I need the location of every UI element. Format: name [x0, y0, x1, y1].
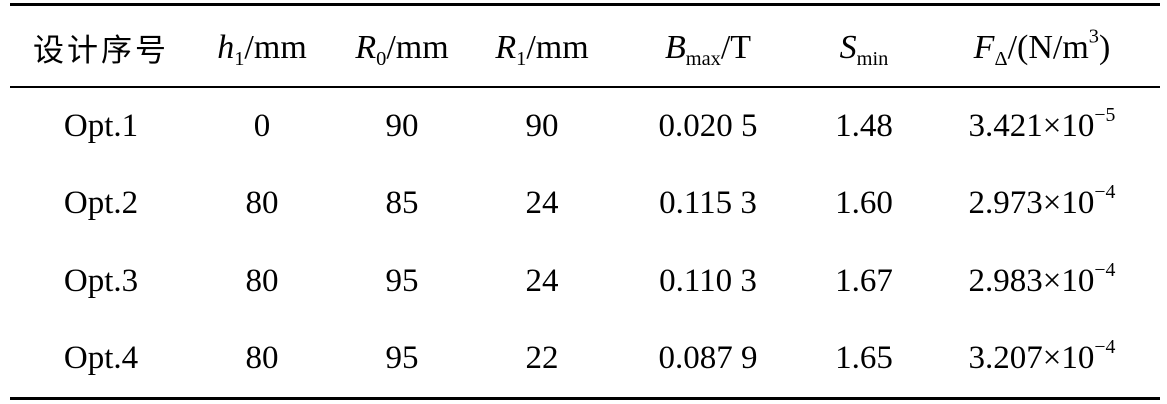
cell-fdelta-mantissa: 2.973	[968, 185, 1043, 221]
cell-bmax: 0.115 3	[659, 185, 757, 221]
header-fdelta-sub: Δ	[994, 47, 1008, 70]
cell-fdelta-exponent: −4	[1094, 259, 1116, 282]
cell-bmax: 0.020 5	[658, 107, 758, 144]
cell-fdelta-times: ×	[1042, 185, 1062, 221]
cell-fdelta-base: 10	[1061, 107, 1095, 144]
header-h1-var: h	[217, 28, 235, 66]
cell-r0: 95	[332, 320, 472, 400]
cell-r0: 85	[385, 185, 419, 221]
cell-r0: 95	[385, 263, 419, 299]
header-r0-var: R	[355, 28, 377, 66]
table-header: 设计序号 h1/mm R0/mm R1/mm Bmax/T Smin	[10, 3, 1160, 88]
cell-fdelta-times: ×	[1042, 107, 1062, 144]
cell-fdelta-base: 10	[1061, 340, 1095, 377]
header-r1-var: R	[495, 28, 517, 66]
header-design-no-label: 设计序号	[33, 33, 169, 70]
cell-fdelta-exponent: −4	[1094, 181, 1116, 204]
cell-smin: 1.65	[804, 320, 924, 400]
header-r0-sub: 0	[376, 47, 387, 70]
cell-design-no: Opt.3	[63, 263, 139, 299]
cell-fdelta-exponent: −5	[1094, 103, 1116, 126]
cell-fdelta-mantissa: 3.207	[968, 340, 1043, 377]
cell-fdelta-times: ×	[1042, 263, 1062, 299]
header-h1: h1/mm	[192, 3, 332, 88]
cell-fdelta-mantissa: 2.983	[968, 263, 1043, 299]
cell-bmax: 0.087 9	[612, 320, 804, 400]
cell-r1: 24	[525, 185, 559, 221]
header-fdelta-unit-pre: /(N/m	[1007, 28, 1089, 66]
table-row: Opt.2 80 85 24 0.115 3 1.60 2.973×10−4	[10, 165, 1160, 243]
header-r1-unit: /mm	[526, 28, 589, 66]
header-row: 设计序号 h1/mm R0/mm R1/mm Bmax/T Smin	[10, 3, 1160, 88]
header-r1-sub: 1	[516, 47, 527, 70]
header-r1: R1/mm	[472, 3, 612, 88]
cell-fdelta-mantissa: 3.421	[968, 107, 1043, 144]
header-design-no: 设计序号	[10, 3, 192, 88]
cell-r1: 22	[472, 320, 612, 400]
cell-bmax: 0.110 3	[659, 263, 757, 299]
header-bmax: Bmax/T	[612, 3, 804, 88]
header-h1-sub: 1	[234, 47, 245, 70]
cell-h1: 80	[245, 263, 279, 299]
table-row: Opt.1 0 90 90 0.020 5 1.48 3.421×10−5	[10, 87, 1160, 165]
header-smin-var: S	[839, 28, 857, 66]
cell-fdelta: 3.421×10−5	[924, 87, 1160, 165]
header-bmax-sub: max	[685, 47, 721, 70]
cell-r0: 90	[385, 107, 419, 144]
cell-smin: 1.60	[835, 185, 893, 221]
table-row: Opt.4 80 95 22 0.087 9 1.65 3.207×10−4	[10, 320, 1160, 400]
cell-fdelta: 2.983×10−4	[924, 243, 1160, 321]
cell-r1: 90	[525, 107, 559, 144]
table-body: Opt.1 0 90 90 0.020 5 1.48 3.421×10−5 Op…	[10, 87, 1160, 400]
cell-fdelta: 3.207×10−4	[924, 320, 1160, 400]
cell-fdelta-times: ×	[1042, 340, 1062, 377]
header-bmax-unit: /T	[720, 28, 752, 66]
cell-fdelta-base: 10	[1061, 185, 1095, 221]
header-r0-unit: /mm	[386, 28, 449, 66]
cell-fdelta-exponent: −4	[1094, 336, 1116, 359]
optimization-results-table: 设计序号 h1/mm R0/mm R1/mm Bmax/T Smin	[10, 3, 1160, 400]
cell-smin: 1.48	[835, 107, 893, 144]
cell-h1: 0	[253, 107, 271, 144]
header-fdelta: FΔ/(N/m3)	[924, 3, 1160, 88]
header-fdelta-unit-post: )	[1099, 28, 1111, 66]
cell-design-no: Opt.2	[63, 185, 139, 221]
header-bmax-var: B	[664, 28, 686, 66]
header-smin-sub: min	[856, 47, 889, 70]
header-fdelta-var: F	[973, 28, 995, 66]
header-fdelta-unit-sup: 3	[1088, 25, 1099, 48]
header-smin: Smin	[804, 3, 924, 88]
cell-h1: 80	[192, 320, 332, 400]
cell-r1: 24	[525, 263, 559, 299]
cell-fdelta-base: 10	[1061, 263, 1095, 299]
cell-h1: 80	[245, 185, 279, 221]
cell-design-no: Opt.1	[63, 107, 139, 144]
table-row: Opt.3 80 95 24 0.110 3 1.67 2.983×10−4	[10, 243, 1160, 321]
cell-smin: 1.67	[835, 263, 893, 299]
cell-design-no: Opt.4	[10, 320, 192, 400]
header-r0: R0/mm	[332, 3, 472, 88]
header-h1-unit: /mm	[244, 28, 307, 66]
cell-fdelta: 2.973×10−4	[924, 165, 1160, 243]
